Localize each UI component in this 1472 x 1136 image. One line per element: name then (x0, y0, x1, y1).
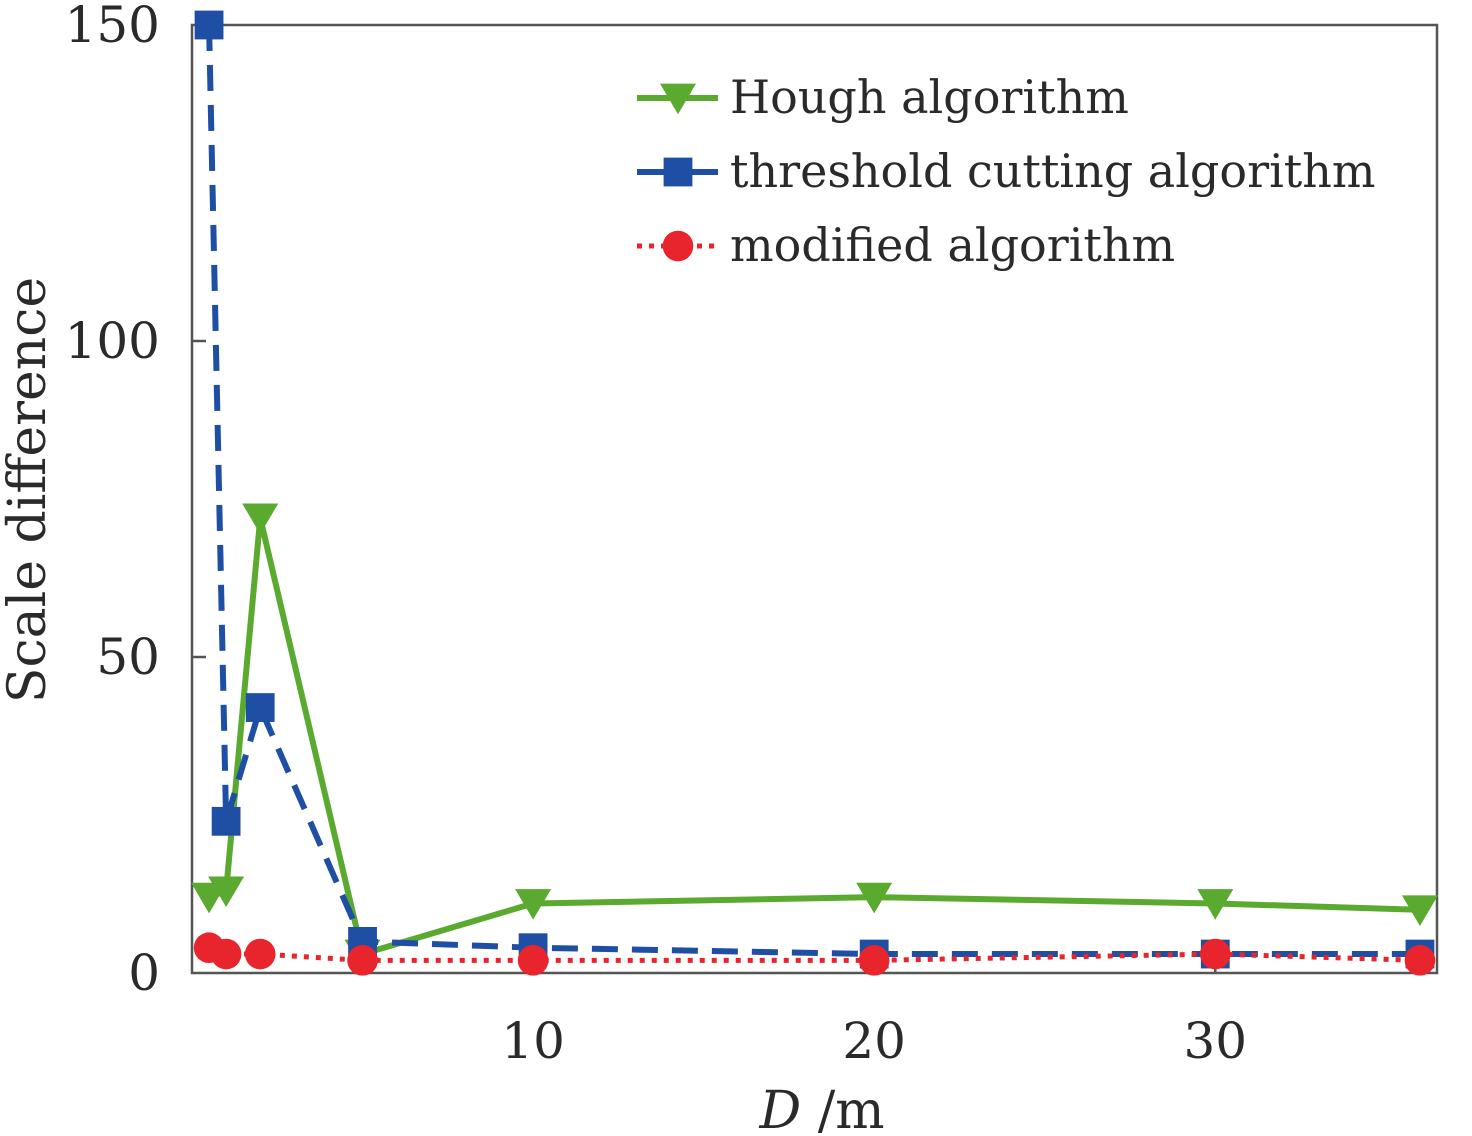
series-modified-algorithm (193, 932, 1436, 976)
y-tick-label: 0 (128, 944, 160, 1002)
y-tick-label: 50 (96, 628, 160, 686)
y-tick-label: 150 (65, 0, 160, 54)
x-tick-label: 10 (501, 1012, 565, 1070)
y-tick-label: 100 (65, 312, 160, 370)
data-point (211, 806, 241, 836)
legend-item: modified algorithm (637, 218, 1175, 272)
y-axis-ticks: 0 50 100 150 (65, 0, 206, 1002)
data-point (517, 945, 549, 976)
data-point (1404, 945, 1436, 976)
data-point (858, 945, 890, 976)
x-axis-label: D /m (758, 1081, 884, 1136)
data-point (1401, 895, 1438, 926)
series-hough-algorithm (191, 503, 1438, 971)
x-tick-label: 20 (842, 1012, 906, 1070)
series-line (208, 514, 1421, 958)
x-tick-label: 30 (1183, 1012, 1247, 1070)
legend-marker (662, 230, 694, 262)
data-point (244, 938, 276, 970)
series-layer (191, 10, 1438, 976)
x-axis-unit: /m (801, 1081, 884, 1136)
data-point (515, 889, 552, 920)
legend-label: modified algorithm (730, 218, 1175, 272)
data-point (208, 876, 245, 908)
legend-marker (663, 157, 693, 187)
data-point (210, 938, 242, 970)
legend-item: Hough algorithm (637, 70, 1129, 124)
x-axis-variable: D (758, 1081, 801, 1136)
series-line (208, 945, 1421, 963)
legend-item: threshold cutting algorithm (637, 144, 1376, 198)
plot-frame (190, 23, 1439, 975)
y-axis-label: Scale difference (0, 277, 58, 703)
data-point (856, 882, 893, 914)
data-point (1199, 938, 1231, 970)
legend: Hough algorithm threshold cutting algorit… (637, 70, 1376, 272)
legend-label: Hough algorithm (730, 70, 1129, 124)
x-axis-ticks: 10 20 30 (501, 959, 1247, 1070)
data-point (194, 10, 224, 40)
data-point (347, 945, 378, 976)
data-point (242, 503, 279, 535)
data-point (1197, 889, 1234, 920)
data-point (245, 693, 275, 722)
legend-marker (660, 83, 696, 115)
legend-label: threshold cutting algorithm (730, 144, 1376, 198)
